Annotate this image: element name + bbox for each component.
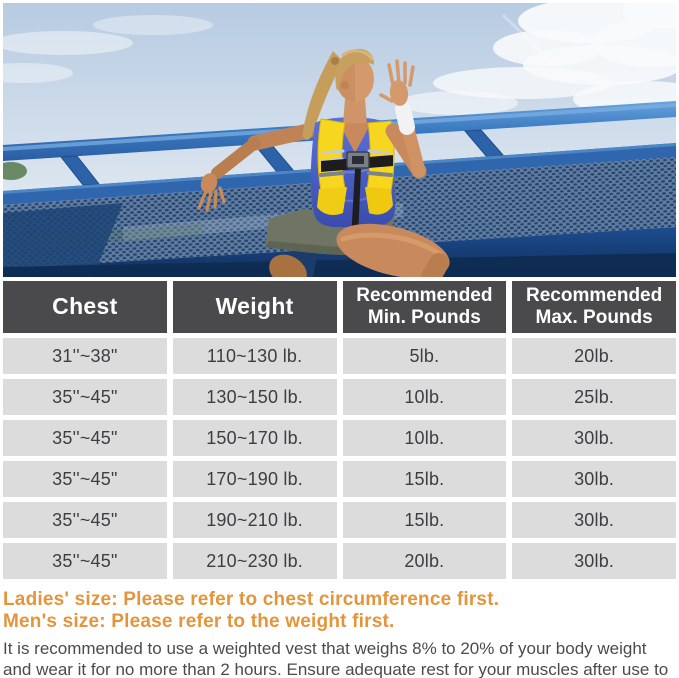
cell-weight: 150~170 lb. bbox=[172, 420, 337, 456]
cell-chest: 35''~45" bbox=[3, 461, 167, 497]
cell-min-pounds: 15lb. bbox=[342, 461, 507, 497]
cell-chest: 31''~38" bbox=[3, 338, 167, 374]
runner-figure bbox=[197, 48, 450, 277]
cell-max-pounds: 30lb. bbox=[512, 461, 676, 497]
wristband bbox=[395, 101, 415, 135]
size-table: Chest Weight Recommended Min. Pounds Reco… bbox=[3, 281, 676, 579]
runner-scene bbox=[3, 3, 676, 277]
table-row: 35''~45" 150~170 lb. 10lb. 30lb. bbox=[3, 420, 676, 456]
cell-chest: 35''~45" bbox=[3, 543, 167, 579]
cell-weight: 110~130 lb. bbox=[172, 338, 337, 374]
table-row: 31''~38" 110~130 lb. 5lb. 20lb. bbox=[3, 338, 676, 374]
cell-chest: 35''~45" bbox=[3, 502, 167, 538]
cell-min-pounds: 15lb. bbox=[342, 502, 507, 538]
column-header-weight: Weight bbox=[172, 281, 337, 333]
column-header-chest: Chest bbox=[3, 281, 167, 333]
clouds bbox=[3, 3, 676, 117]
cell-weight: 130~150 lb. bbox=[172, 379, 337, 415]
table-header-row: Chest Weight Recommended Min. Pounds Reco… bbox=[3, 281, 676, 333]
cell-max-pounds: 20lb. bbox=[512, 338, 676, 374]
mens-size-note: Men's size: Please refer to the weight f… bbox=[3, 611, 395, 632]
column-header-max-pounds: Recommended Max. Pounds bbox=[512, 281, 676, 333]
ladies-size-note: Ladies' size: Please refer to chest circ… bbox=[3, 589, 500, 610]
table-row: 35''~45" 190~210 lb. 15lb. 30lb. bbox=[3, 502, 676, 538]
cell-max-pounds: 25lb. bbox=[512, 379, 676, 415]
cell-chest: 35''~45" bbox=[3, 379, 167, 415]
cell-max-pounds: 30lb. bbox=[512, 502, 676, 538]
cell-weight: 190~210 lb. bbox=[172, 502, 337, 538]
weighted-vest bbox=[317, 118, 395, 239]
ponytail bbox=[302, 51, 343, 140]
runner-front-arm bbox=[379, 59, 427, 179]
table-row: 35''~45" 130~150 lb. 10lb. 25lb. bbox=[3, 379, 676, 415]
tree-hint bbox=[3, 162, 27, 180]
runner-leg bbox=[336, 223, 450, 277]
hero-photo bbox=[0, 0, 679, 277]
cell-min-pounds: 10lb. bbox=[342, 420, 507, 456]
cell-min-pounds: 20lb. bbox=[342, 543, 507, 579]
cell-min-pounds: 5lb. bbox=[342, 338, 507, 374]
column-header-min-pounds: Recommended Min. Pounds bbox=[342, 281, 507, 333]
usage-recommendation: It is recommended to use a weighted vest… bbox=[3, 639, 669, 678]
cell-weight: 210~230 lb. bbox=[172, 543, 337, 579]
table-row: 35''~45" 170~190 lb. 15lb. 30lb. bbox=[3, 461, 676, 497]
cell-min-pounds: 10lb. bbox=[342, 379, 507, 415]
notes-section: Ladies' size: Please refer to chest circ… bbox=[3, 589, 675, 678]
runner-back-arm bbox=[197, 123, 316, 212]
runner-head bbox=[331, 48, 375, 102]
cell-weight: 170~190 lb. bbox=[172, 461, 337, 497]
cell-max-pounds: 30lb. bbox=[512, 543, 676, 579]
cell-chest: 35''~45" bbox=[3, 420, 167, 456]
cell-max-pounds: 30lb. bbox=[512, 420, 676, 456]
table-row: 35''~45" 210~230 lb. 20lb. 30lb. bbox=[3, 543, 676, 579]
